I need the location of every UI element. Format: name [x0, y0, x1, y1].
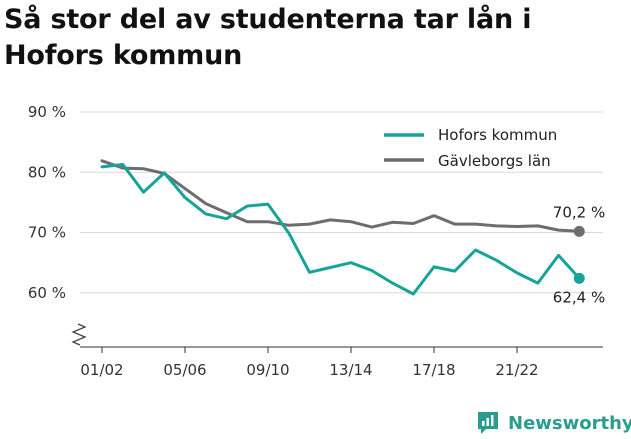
series-lines [100, 159, 581, 296]
x-tick-label: 05/06 [163, 361, 206, 379]
x-tick-label: 17/18 [412, 361, 455, 379]
end-label-gavleborg: 70,2 % [553, 203, 605, 221]
x-tick-label: 21/22 [495, 361, 538, 379]
y-tick-label: 90 % [28, 103, 66, 121]
y-axis-ticks: 60 % 70 % 80 % 90 % [28, 103, 66, 302]
brand-logo: Newsworthy [476, 408, 631, 438]
end-label-hofors: 62,4 % [553, 288, 605, 306]
x-tick-label: 01/02 [80, 361, 123, 379]
chart-title: Så stor del av studenterna tar lån i Hof… [4, 4, 532, 71]
gridlines [80, 111, 603, 294]
series-line-hofors [100, 163, 581, 296]
y-tick-label: 70 % [28, 224, 66, 242]
y-tick-label: 80 % [28, 163, 66, 181]
brand-name: Newsworthy [508, 412, 631, 434]
x-tick-label: 09/10 [246, 361, 289, 379]
legend-label-hofors: Hofors kommun [438, 126, 557, 144]
y-axis-break-icon [71, 323, 87, 346]
series-line-gavleborg [100, 159, 581, 233]
legend-label-gavleborg: Gävleborgs län [438, 152, 551, 170]
x-axis-ticks: 01/02 05/06 09/10 13/14 17/18 21/22 [80, 347, 539, 379]
legend: Hofors kommun Gävleborgs län [384, 126, 557, 170]
newsworthy-logo-icon [478, 412, 498, 434]
x-tick-label: 13/14 [329, 361, 372, 379]
end-point-hofors [573, 272, 585, 284]
end-point-gavleborg [573, 225, 585, 237]
series-end-markers: 70,2 % 62,4 % [553, 203, 605, 306]
y-tick-label: 60 % [28, 284, 66, 302]
